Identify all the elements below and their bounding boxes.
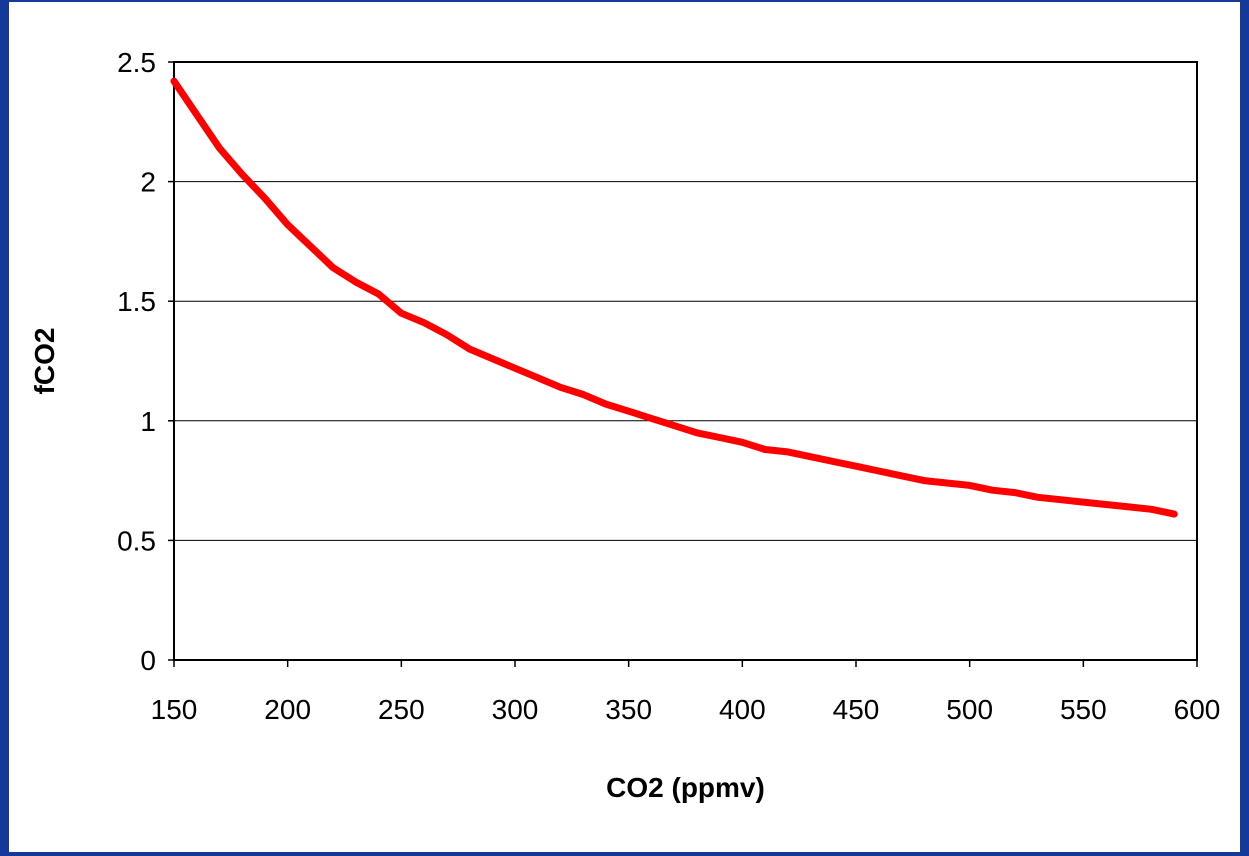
- series-line: [170, 77, 1178, 518]
- x-tick-label: 350: [605, 694, 652, 725]
- x-tick-label: 450: [833, 694, 880, 725]
- x-tick-label: 200: [264, 694, 311, 725]
- x-tick-label: 300: [492, 694, 539, 725]
- chart-panel: 150 200 250 300 350 400 450 500 550 600 0 0.5 1 1.5 2…: [9, 2, 1240, 852]
- x-tick-label: 250: [378, 694, 425, 725]
- x-tick-label: 500: [946, 694, 993, 725]
- y-tick-label: 2.5: [117, 47, 156, 78]
- y-tick-label: 2: [140, 167, 156, 198]
- y-tick-label: 1.5: [117, 286, 156, 317]
- y-tick-label: 1: [140, 406, 156, 437]
- x-tick-label: 400: [719, 694, 766, 725]
- y-tick-label: 0.5: [117, 525, 156, 556]
- x-axis-title: CO2 (ppmv): [606, 772, 765, 803]
- plot-area: [173, 61, 1198, 661]
- y-axis-title: fCO2: [29, 328, 60, 395]
- x-axis: 150 200 250 300 350 400 450 500 550 600: [151, 660, 1221, 725]
- y-axis: 0 0.5 1 1.5 2 2.5: [117, 47, 174, 676]
- series-layer: [170, 77, 1178, 518]
- x-tick-label: 550: [1060, 694, 1107, 725]
- line-chart: 150 200 250 300 350 400 450 500 550 600 0 0.5 1 1.5 2…: [29, 47, 1221, 803]
- y-tick-label: 0: [140, 645, 156, 676]
- x-tick-label: 150: [151, 694, 198, 725]
- gridlines: [174, 181, 1197, 541]
- x-tick-label: 600: [1174, 694, 1221, 725]
